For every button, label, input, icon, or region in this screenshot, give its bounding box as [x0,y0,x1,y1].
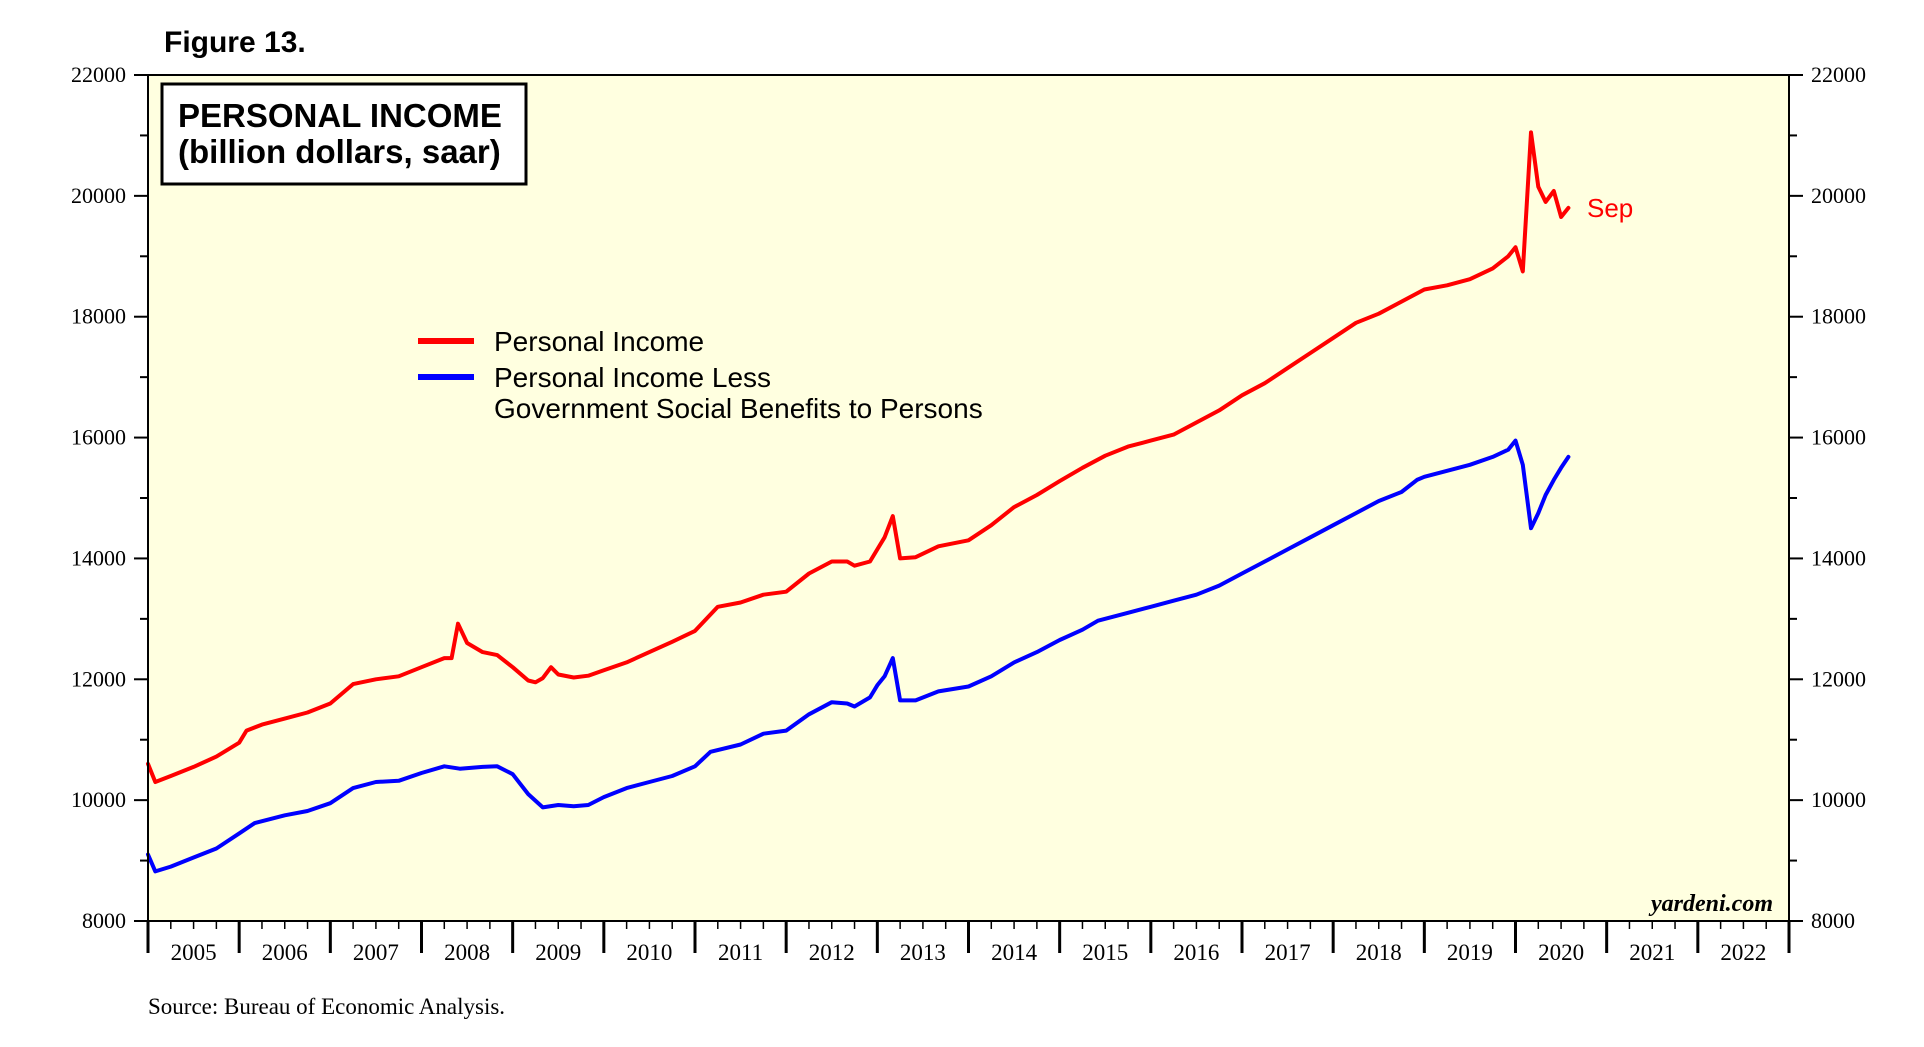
right-y-axis: 8000 10000 12000 14000 16000 18000 20000 22000 [1789,62,1866,933]
x-tick-label: 2016 [1173,940,1219,965]
y-tick-label-right: 18000 [1811,304,1866,329]
y-tick-label-right: 20000 [1811,183,1866,208]
source-note: Source: Bureau of Economic Analysis. [148,994,505,1019]
left-y-axis: 8000 10000 12000 14000 16000 18000 20000 22000 [71,62,148,933]
y-tick-label-left: 12000 [71,666,126,691]
x-tick-label: 2006 [262,940,308,965]
series-line-income-less-benefits [146,438,1571,874]
plot-area [148,75,1789,921]
series-layer [146,130,1571,874]
x-tick-label: 2020 [1538,940,1584,965]
x-tick-label: 2014 [991,940,1038,965]
title-box-frame [160,82,528,186]
y-tick-label-left: 8000 [82,908,126,933]
watermark: yardeni.com [1648,891,1773,917]
legend-label-personal-income: Personal Income [494,326,704,357]
x-tick-label: 2021 [1629,940,1675,965]
legend-label-income-less-benefits: Personal Income Less [494,362,771,393]
latest-month-label: Sep [1587,193,1633,223]
title-box: PERSONAL INCOME (billion dollars, saar) [160,82,528,186]
y-tick-label-left: 16000 [71,425,126,450]
y-tick-label-left: 14000 [71,545,126,570]
x-tick-label: 2008 [444,940,490,965]
y-tick-label-left: 10000 [71,787,126,812]
x-tick-label: 2013 [900,940,946,965]
y-tick-label-right: 8000 [1811,908,1855,933]
legend-label-income-less-benefits-line2: Government Social Benefits to Persons [494,393,983,424]
x-tick-label: 2010 [626,940,672,965]
x-tick-label: 2012 [809,940,855,965]
y-tick-label-right: 14000 [1811,545,1866,570]
x-tick-label: 2018 [1356,940,1402,965]
x-tick-label: 2011 [718,940,763,965]
y-tick-label-left: 22000 [71,62,126,87]
series-line-personal-income [146,130,1571,784]
legend: Personal Income Personal Income Less Gov… [418,326,983,424]
y-tick-label-left: 20000 [71,183,126,208]
x-tick-label: 2015 [1082,940,1128,965]
y-tick-label-right: 16000 [1811,425,1866,450]
chart-title: PERSONAL INCOME [178,97,502,134]
x-axis: 2005 2006 2007 2008 2009 2010 2011 2012 2013 2014… [146,921,1791,965]
x-tick-label: 2017 [1265,940,1311,965]
y-tick-label-left: 18000 [71,304,126,329]
x-tick-label: 2007 [353,940,399,965]
x-tick-label: 2005 [171,940,217,965]
figure-label: Figure 13. [164,26,306,59]
plot-border [147,74,1790,922]
y-tick-label-right: 22000 [1811,62,1866,87]
y-tick-label-right: 12000 [1811,666,1866,691]
chart-subtitle: (billion dollars, saar) [178,133,501,170]
x-tick-label: 2019 [1447,940,1493,965]
x-tick-label: 2022 [1720,940,1766,965]
x-tick-label: 2009 [535,940,581,965]
y-tick-label-right: 10000 [1811,787,1866,812]
